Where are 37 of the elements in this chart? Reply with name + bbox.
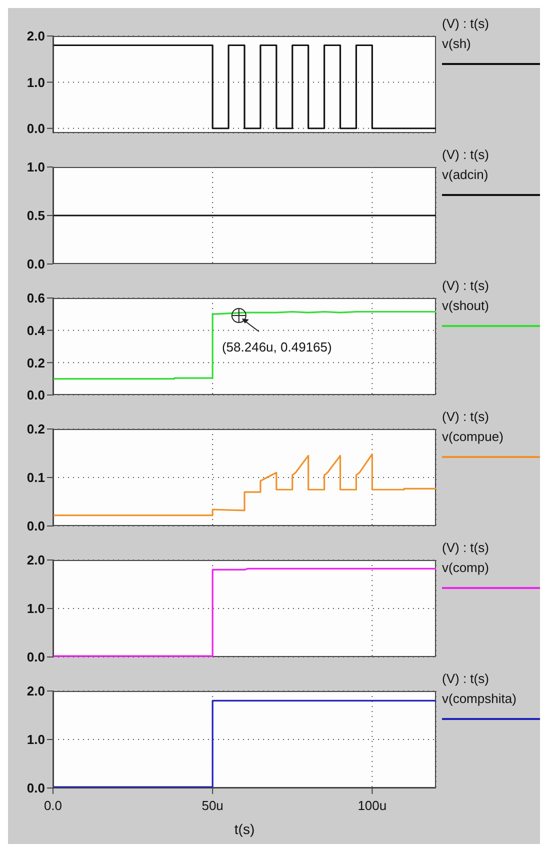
y-tick-label: 0.6 (26, 290, 45, 306)
y-tick-label: 1.0 (26, 732, 45, 748)
annotation: (58.246u, 0.49165) (222, 340, 332, 355)
text: v(sh) (442, 36, 472, 51)
y-tick-label: 0.0 (26, 120, 45, 136)
y-tick-label: 0.4 (26, 322, 46, 338)
y-tick-label: 0.0 (26, 650, 45, 665)
y-tick-label: 0.0 (26, 388, 45, 403)
x-tick-label: 0.0 (44, 798, 62, 813)
text: v(adcin) (442, 167, 490, 182)
series-label: v(shout) (442, 298, 490, 313)
y-axis-title: (V) : t(s) (442, 671, 489, 686)
y-tick-label: 2.0 (26, 552, 45, 568)
y-axis-title: (V) : t(s) (442, 540, 489, 555)
y-axis-title: (V) : t(s) (442, 409, 489, 424)
y-tick-label: 1.0 (26, 160, 45, 175)
x-tick-label: 50u (202, 798, 224, 813)
y-tick-label: 0.2 (26, 355, 45, 370)
y-tick-label: 0.2 (26, 422, 45, 437)
y-tick-label: 0.0 (26, 518, 45, 534)
y-axis-title: (V) : t(s) (442, 147, 489, 162)
y-tick-label: 1.0 (26, 74, 45, 90)
line-series (53, 453, 436, 516)
y-tick-label: 0.1 (26, 470, 45, 486)
x-axis-title: t(s) (234, 821, 255, 837)
series-label: v(compshita) (442, 691, 518, 706)
y-tick-label: 2.0 (26, 684, 45, 699)
y-axis-title: (V) : t(s) (442, 278, 489, 293)
y-tick-label: 0.0 (26, 780, 45, 796)
y-tick-label: 0.0 (26, 256, 45, 272)
y-tick-label: 1.0 (26, 601, 45, 616)
y-tick-label: 2.0 (26, 28, 45, 44)
y-axis-title: (V) : t(s) (442, 16, 489, 31)
y-tick-label: 0.5 (26, 208, 45, 224)
series-label: v(comp) (442, 560, 490, 575)
text: v(compue) (442, 429, 504, 444)
x-tick-label: 100u (358, 798, 387, 813)
